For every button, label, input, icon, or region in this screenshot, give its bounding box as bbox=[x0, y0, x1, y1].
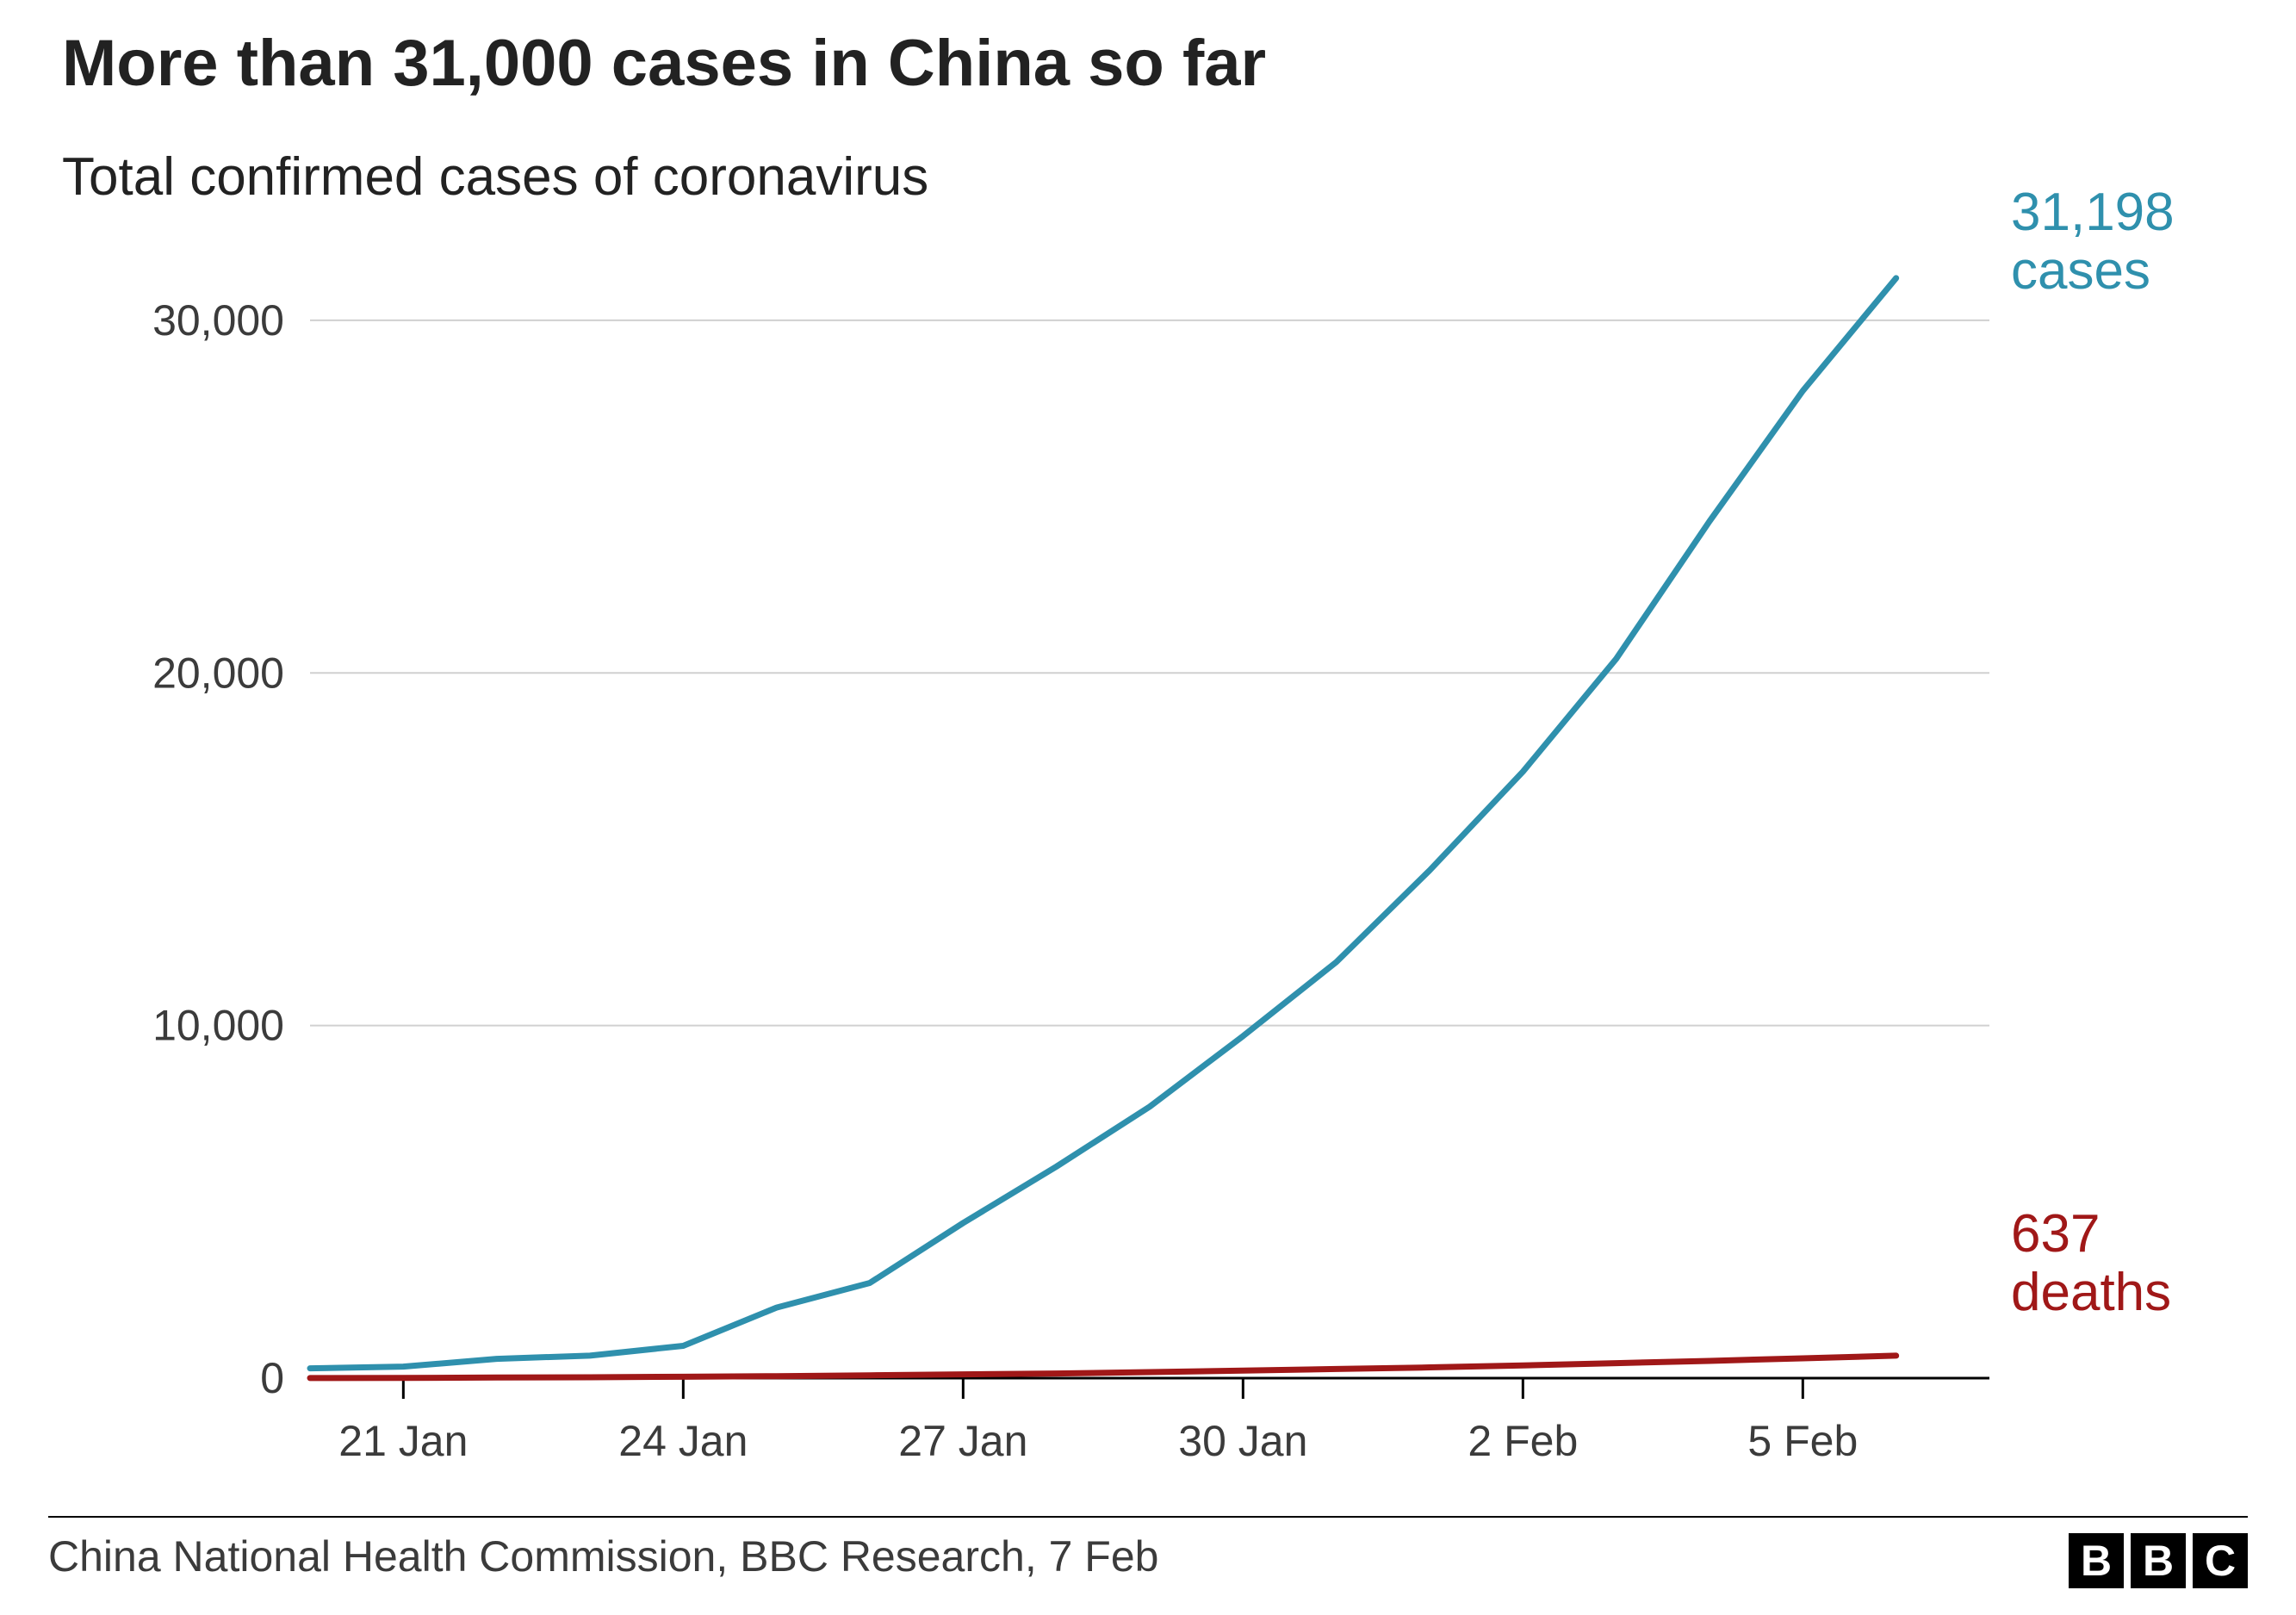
x-tick-label: 21 Jan bbox=[338, 1417, 468, 1465]
deaths-end-word: deaths bbox=[2011, 1263, 2171, 1322]
deaths-end-value: 637 bbox=[2011, 1204, 2100, 1264]
y-tick-label: 30,000 bbox=[152, 296, 284, 345]
x-tick-label: 27 Jan bbox=[898, 1417, 1027, 1465]
bbc-logo-c: C bbox=[2193, 1533, 2248, 1588]
x-tick-label: 24 Jan bbox=[618, 1417, 748, 1465]
source-text: China National Health Commission, BBC Re… bbox=[48, 1531, 1158, 1581]
footer-divider bbox=[48, 1516, 2248, 1518]
cases-end-label: 31,198 cases bbox=[2011, 183, 2175, 301]
x-tick-label: 30 Jan bbox=[1178, 1417, 1307, 1465]
bbc-logo: B B C bbox=[2069, 1533, 2248, 1588]
x-tick-label: 2 Feb bbox=[1468, 1417, 1578, 1465]
bbc-logo-b1: B bbox=[2069, 1533, 2124, 1588]
bbc-logo-b2: B bbox=[2131, 1533, 2186, 1588]
y-tick-label: 10,000 bbox=[152, 1002, 284, 1050]
line-chart: 0 10,000 20,000 30,000 21 Jan 24 Jan 27 Jan 30 … bbox=[0, 0, 2296, 1615]
x-tick-label: 5 Feb bbox=[1747, 1417, 1858, 1465]
cases-end-word: cases bbox=[2011, 241, 2150, 301]
y-tick-label: 20,000 bbox=[152, 649, 284, 697]
cases-line bbox=[310, 278, 1896, 1369]
cases-end-value: 31,198 bbox=[2011, 183, 2175, 242]
chart-container: More than 31,000 cases in China so far T… bbox=[0, 0, 2296, 1615]
y-tick-label: 0 bbox=[260, 1354, 284, 1402]
deaths-end-label: 637 deaths bbox=[2011, 1205, 2171, 1322]
